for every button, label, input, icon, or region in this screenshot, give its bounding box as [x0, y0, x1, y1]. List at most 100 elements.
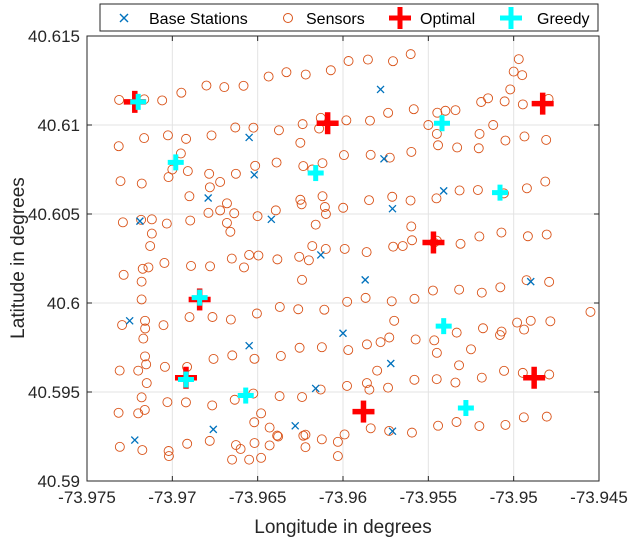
sensor-point	[319, 304, 330, 315]
sensor-point	[137, 445, 148, 456]
legend-base-label: Base Stations	[149, 11, 248, 28]
sensor-point	[432, 107, 443, 118]
greedy-point	[191, 289, 208, 306]
sensor-point	[274, 391, 285, 402]
sensor-point	[499, 96, 510, 107]
sensor-point	[409, 293, 420, 304]
sensor-point	[114, 365, 125, 376]
sensor-point	[140, 351, 150, 362]
sensor-point	[143, 262, 154, 273]
sensor-point	[297, 392, 308, 402]
base-station-point	[526, 277, 535, 286]
sensor-point	[176, 87, 187, 98]
x-axis-label: Longitude in degrees	[254, 517, 431, 538]
sensor-point	[226, 253, 237, 264]
sensor-point	[339, 150, 349, 161]
sensor-point	[270, 205, 281, 216]
sensor-point	[496, 227, 507, 238]
base-station-point	[245, 133, 254, 142]
sensor-point	[397, 241, 408, 251]
sensor-point	[250, 160, 261, 171]
sensor-point	[273, 125, 284, 136]
y-tick-label: 40.595	[28, 383, 80, 402]
sensor-point	[544, 276, 555, 287]
base-station-point	[339, 329, 347, 338]
sensor-point	[249, 353, 260, 364]
sensor-point	[361, 378, 372, 389]
sensor-point	[114, 441, 125, 452]
sensor-point	[407, 235, 417, 246]
y-axis-label: Latitude in degrees	[8, 177, 29, 339]
sensor-point	[362, 54, 373, 65]
y-tick-label: 40.59	[37, 472, 80, 491]
sensor-point	[360, 292, 371, 303]
sensor-point	[300, 429, 311, 440]
base-station-point	[245, 341, 254, 350]
sensor-point	[136, 276, 147, 287]
greedy-point	[307, 165, 324, 182]
sensor-point	[303, 255, 314, 266]
sensor-point	[225, 314, 236, 325]
sensor-point	[454, 185, 465, 196]
sensor-point	[406, 221, 417, 232]
sensor-point	[161, 218, 172, 229]
sensor-point	[239, 262, 249, 273]
sensor-point	[293, 304, 304, 315]
sensor-point	[162, 397, 173, 408]
sensor-point	[431, 128, 442, 139]
sensor-point	[389, 315, 400, 326]
sensor-point	[375, 337, 386, 348]
sensor-point	[440, 105, 451, 116]
sensor-point	[500, 135, 511, 146]
sensor-point	[229, 394, 240, 405]
sensor-point	[452, 142, 463, 153]
sensor-point	[474, 128, 485, 139]
sensor-point	[300, 442, 311, 453]
sensor-point	[361, 247, 372, 258]
sensor-point	[372, 365, 383, 376]
sensor-point	[117, 320, 128, 330]
base-station-markers	[125, 85, 535, 445]
sensor-point	[235, 444, 246, 454]
axis-ticks: -73.975 -73.97 -73.965 -73.96 -73.955 -73.95 -…	[28, 27, 628, 507]
sensor-point	[294, 342, 305, 353]
optimal-point	[523, 366, 546, 389]
x-tick-label: -73.95	[490, 488, 538, 507]
sensor-point	[163, 451, 174, 462]
sensor-point	[319, 202, 330, 212]
sensor-point	[320, 244, 331, 254]
sensor-point	[472, 185, 483, 195]
sensor-point	[521, 183, 532, 194]
sensor-point	[264, 440, 275, 451]
sensor-point	[541, 229, 552, 240]
sensor-point	[204, 168, 215, 179]
y-tick-label: 40.6	[47, 294, 80, 313]
base-station-point	[386, 359, 395, 368]
sensor-point	[136, 294, 147, 305]
sensor-point	[244, 454, 255, 465]
sensor-point	[541, 134, 552, 145]
sensor-point	[320, 209, 331, 219]
sensor-point	[249, 417, 260, 428]
sensor-point	[343, 345, 354, 356]
optimal-point	[316, 112, 339, 135]
legend-base-marker	[119, 13, 129, 23]
sensor-point	[450, 377, 461, 388]
sensor-point	[295, 137, 306, 148]
sensor-point	[387, 191, 398, 202]
legend-sensor-label: Sensors	[306, 11, 365, 28]
sensor-point	[365, 149, 376, 160]
sensor-point	[208, 353, 219, 364]
sensor-point	[201, 80, 212, 91]
base-station-point	[388, 204, 397, 213]
sensor-point	[251, 308, 262, 319]
sensor-point	[157, 95, 168, 106]
sensor-point	[495, 282, 506, 293]
sensor-point	[175, 148, 186, 159]
sensor-point	[474, 231, 485, 242]
sensor-point	[114, 94, 125, 105]
sensor-point	[115, 176, 126, 187]
sensor-point	[181, 133, 192, 144]
sensor-point	[338, 202, 349, 213]
sensor-point	[342, 296, 353, 307]
